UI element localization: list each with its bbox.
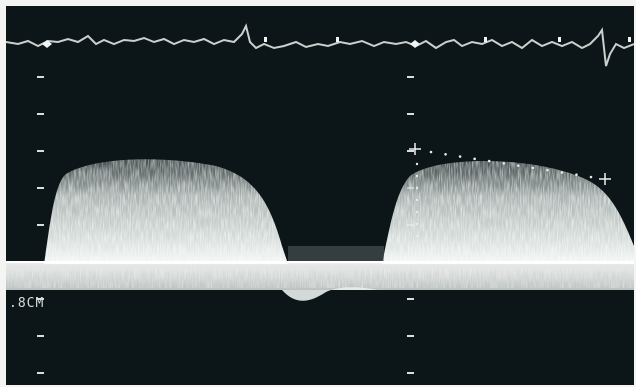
scale-tick [37, 113, 44, 115]
ecg-tick [558, 37, 561, 42]
caliper-dot [415, 174, 419, 178]
caliper-dot [415, 186, 419, 190]
scale-tick [407, 335, 414, 337]
scale-tick [37, 224, 44, 226]
caliper-dot [415, 222, 419, 226]
scale-tick [407, 76, 414, 78]
caliper-dot [531, 166, 535, 170]
scale-tick [37, 76, 44, 78]
caliper-dot [458, 155, 462, 158]
ecg-waveform [6, 23, 634, 67]
scale-tick [37, 187, 44, 189]
caliper-dot [415, 234, 419, 238]
velocity-scale-left [37, 76, 44, 374]
spectral-envelopes [44, 159, 634, 264]
ecg-tick [484, 37, 487, 42]
ecg-diamond-marker [410, 40, 420, 48]
caliper-dotted-line [429, 150, 593, 179]
baseline-region [6, 261, 634, 301]
scale-tick [37, 298, 44, 300]
caliper-vertical-dots [415, 162, 419, 250]
caliper-dot [415, 246, 419, 250]
caliper-dot [589, 175, 593, 179]
baseline-speckle [6, 268, 634, 288]
doppler-spectrum-scene [6, 23, 634, 374]
ecg-tick [628, 37, 631, 42]
reverse-flow-dip [282, 287, 378, 301]
caliper-dot [415, 198, 419, 202]
ecg-trace [6, 23, 634, 67]
caliper-measurement [409, 143, 611, 250]
caliper-dot [415, 162, 419, 166]
scale-tick [407, 113, 414, 115]
depth-scale-label: .8CM [9, 296, 45, 311]
caliper-dot [415, 210, 419, 214]
caliper-start-icon [409, 143, 421, 155]
caliper-dot [444, 152, 447, 156]
ecg-tick [336, 37, 339, 42]
caliper-end-icon [599, 173, 611, 185]
doppler-display: .8CM [6, 6, 634, 385]
caliper-dot [516, 164, 520, 167]
caliper-dot [575, 173, 578, 177]
diastolic-band [288, 246, 384, 264]
caliper-dot [502, 162, 506, 165]
scale-tick [37, 372, 44, 374]
ecg-tick [264, 37, 267, 42]
scale-tick [407, 150, 414, 152]
scale-tick [407, 298, 414, 300]
ecg-diamond-marker [42, 40, 52, 48]
caliper-dot [546, 168, 549, 172]
caliper-dot [560, 171, 564, 174]
caliper-dot [487, 159, 491, 163]
caliper-dot [473, 157, 476, 161]
scale-tick [37, 335, 44, 337]
scale-tick [407, 372, 414, 374]
scale-tick [37, 150, 44, 152]
caliper-dot [429, 150, 433, 154]
